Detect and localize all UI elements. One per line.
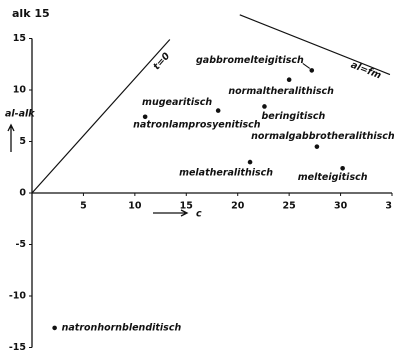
point — [262, 104, 267, 109]
reference-line-label: t=0 — [151, 50, 172, 72]
x-tick-label: 25 — [283, 201, 296, 212]
point-label: melteigitisch — [298, 172, 368, 183]
y-tick-label: 15 — [13, 33, 26, 44]
point-label: gabbromelteigitisch — [196, 55, 304, 66]
x-tick-label: 30 — [334, 201, 348, 212]
y-tick-label: -5 — [15, 239, 26, 250]
y-axis-label: al-alk — [5, 109, 35, 120]
point — [215, 108, 221, 113]
y-tick-label: 0 — [19, 188, 26, 199]
x-tick-label: 10 — [128, 201, 142, 212]
reference-line — [31, 39, 171, 194]
point — [142, 114, 148, 120]
chart-title: alk 15 — [12, 7, 50, 20]
x-arrow — [153, 209, 189, 217]
reference-line — [239, 14, 391, 76]
point — [309, 68, 315, 73]
leader-line — [302, 63, 311, 69]
y-tick-label: -15 — [9, 342, 26, 353]
x-tick-label: 5 — [80, 201, 87, 212]
reference-line-label: al=fm — [349, 60, 383, 82]
y-arrow — [7, 123, 15, 152]
x-tick-label: 3 — [385, 201, 392, 212]
point-label: natronlamprosyenitisch — [133, 119, 261, 130]
y-tick-label: 5 — [19, 136, 26, 147]
point-label: natronhornblenditisch — [62, 322, 182, 333]
x-tick-label: 15 — [180, 201, 193, 212]
point-label: mugearitisch — [142, 97, 212, 108]
y-tick-label: 10 — [13, 85, 27, 96]
point — [314, 144, 320, 149]
point — [340, 165, 345, 171]
x-tick-label: 20 — [231, 201, 245, 212]
point — [52, 325, 57, 331]
point-label: normaltheralithisch — [228, 86, 334, 97]
point — [286, 77, 292, 82]
point-label: melatheralithisch — [179, 168, 273, 179]
point-label: normalgabbrotheralithisch — [251, 131, 394, 142]
point — [247, 159, 253, 165]
point-label: beringitisch — [261, 111, 325, 122]
y-tick-label: -10 — [9, 291, 27, 302]
x-axis-label: c — [196, 209, 202, 220]
